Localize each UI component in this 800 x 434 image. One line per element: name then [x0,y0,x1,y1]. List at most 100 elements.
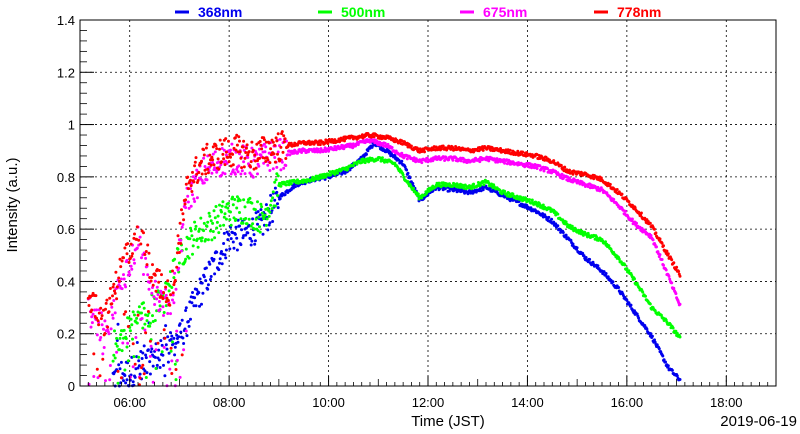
data-point [630,217,634,221]
data-point [226,238,230,242]
data-point [393,154,397,157]
data-point [235,143,239,147]
data-point [163,374,167,378]
data-point [157,348,161,352]
data-point [211,158,215,162]
data-point [173,362,177,366]
data-point [236,170,240,174]
data-point [120,259,124,263]
data-point [288,153,292,157]
data-point [217,231,221,235]
data-point [98,374,102,378]
data-point [165,347,169,351]
data-point [222,231,226,235]
data-point [218,257,222,261]
data-point [675,265,679,269]
data-point [197,291,201,295]
data-point [103,319,107,323]
data-point [118,336,122,340]
data-point [550,217,554,221]
data-point [232,146,236,150]
data-point [250,239,254,243]
data-point [588,257,592,261]
data-point [548,158,551,162]
data-point [150,347,154,351]
data-point [262,142,266,146]
data-point [222,157,226,161]
data-point [186,194,190,198]
data-point [173,271,177,275]
data-point [216,157,220,161]
data-point [144,331,148,335]
data-point [131,365,135,369]
data-point [559,163,563,167]
y-tick-label: 1.4 [57,13,75,28]
data-point [326,142,330,145]
data-point [617,257,621,261]
data-point [568,176,571,180]
data-point [515,194,519,198]
data-point [184,306,188,310]
data-point [108,287,112,290]
data-point [100,323,104,327]
data-point [411,182,415,185]
data-point [211,145,215,149]
data-point [99,336,103,339]
data-point [198,227,201,231]
data-point [106,325,110,329]
data-point [199,216,203,220]
data-point [244,233,248,237]
data-point [256,200,259,204]
data-point [251,175,255,179]
data-point [218,138,222,142]
data-point [232,246,236,250]
data-point [142,231,145,235]
data-point [154,289,158,293]
data-point [259,202,263,206]
data-point [119,265,123,269]
data-point [170,372,174,375]
data-point [212,257,216,261]
data-point [95,367,99,371]
data-point [324,175,328,179]
data-point [268,221,272,225]
data-point [254,166,258,170]
data-point [227,139,230,143]
data-point [184,257,188,261]
data-point [250,201,254,205]
x-tick-label: 12:00 [412,395,445,410]
data-point [220,142,224,146]
data-point [256,210,260,214]
data-point [212,209,216,213]
data-point [113,289,116,293]
data-point [190,234,194,238]
data-point [658,237,662,241]
data-point [612,197,616,201]
data-point [239,156,243,160]
data-point [227,201,230,205]
data-point [327,149,331,153]
data-point [208,262,212,266]
data-point [272,152,276,156]
data-point [180,225,184,229]
data-point [251,217,255,221]
data-point [95,333,99,337]
data-point [193,200,197,203]
data-point [107,332,111,336]
data-point [198,304,201,308]
data-point [137,305,141,309]
data-point [192,238,196,242]
data-point [406,171,410,175]
data-point [266,163,270,167]
data-point [178,375,182,379]
data-point [115,336,119,340]
data-point [412,186,415,190]
data-point [118,257,122,261]
data-point [133,261,136,265]
data-point [635,281,639,285]
data-point [161,353,165,357]
data-point [178,221,182,225]
data-point [145,371,149,375]
data-point [441,184,444,187]
